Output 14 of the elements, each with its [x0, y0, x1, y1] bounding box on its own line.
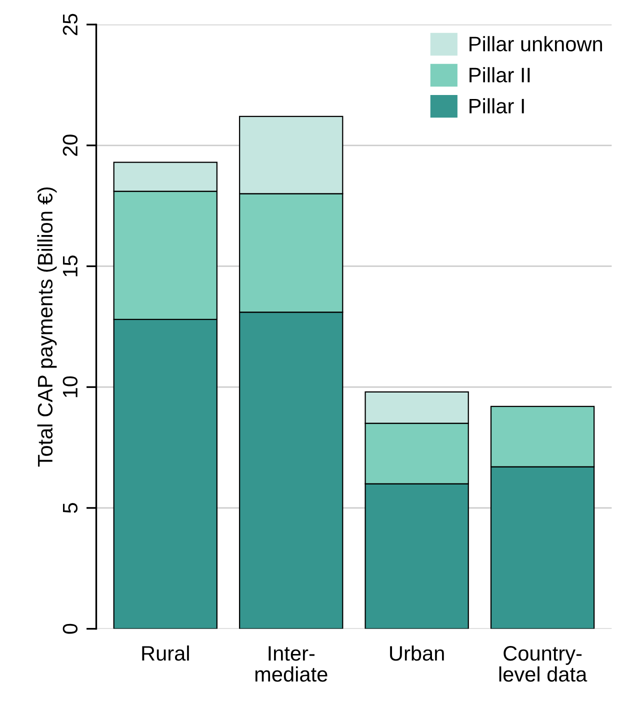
legend-label: Pillar unknown [470, 36, 602, 52]
x-tick-label: Inter- mediate [255, 646, 328, 682]
y-tick-label: 0 [62, 624, 78, 634]
legend-label: Pillar II [470, 67, 530, 82]
x-tick-label: Urban [390, 645, 444, 661]
y-tick-label: 5 [63, 503, 78, 513]
y-tick-label: 15 [63, 256, 78, 276]
x-tick-label: Rural [142, 645, 189, 661]
y-axis-title: Total CAP payments (Billion €) [37, 187, 57, 467]
x-tick-label: Country- level data [499, 646, 588, 682]
legend-label: Pillar I [470, 98, 524, 114]
y-tick-label: 10 [62, 376, 78, 398]
y-tick-label: 25 [62, 14, 78, 36]
y-tick-label: 20 [62, 134, 78, 156]
